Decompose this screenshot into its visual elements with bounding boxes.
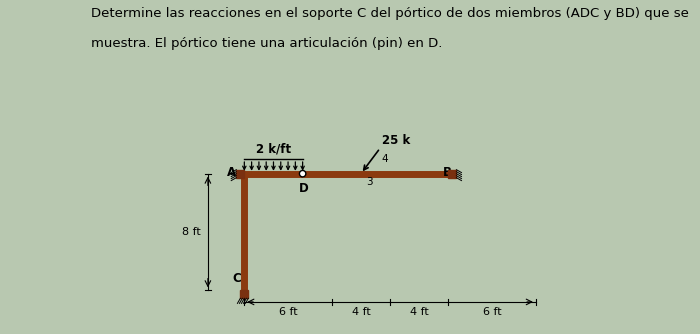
Text: B: B [442, 166, 452, 179]
Text: 25 k: 25 k [382, 134, 410, 147]
Text: 3: 3 [366, 177, 372, 187]
Text: 4: 4 [382, 154, 388, 164]
Text: C: C [232, 272, 241, 285]
Text: Determine las reacciones en el soporte C del pórtico de dos miembros (ADC y BD) : Determine las reacciones en el soporte C… [91, 7, 689, 20]
Text: muestra. El pórtico tiene una articulación (pin) en D.: muestra. El pórtico tiene una articulaci… [91, 37, 442, 50]
Text: 6 ft: 6 ft [483, 307, 501, 317]
Text: 6 ft: 6 ft [279, 307, 298, 317]
Bar [240, 290, 248, 298]
Text: D: D [298, 182, 308, 195]
Circle shape [300, 170, 306, 177]
Text: 8 ft: 8 ft [182, 227, 201, 237]
Text: 4 ft: 4 ft [351, 307, 370, 317]
Text: 2 k/ft: 2 k/ft [256, 143, 291, 155]
Bar [237, 170, 244, 178]
Bar [449, 170, 456, 178]
Text: A: A [228, 166, 237, 179]
Text: 4 ft: 4 ft [410, 307, 428, 317]
